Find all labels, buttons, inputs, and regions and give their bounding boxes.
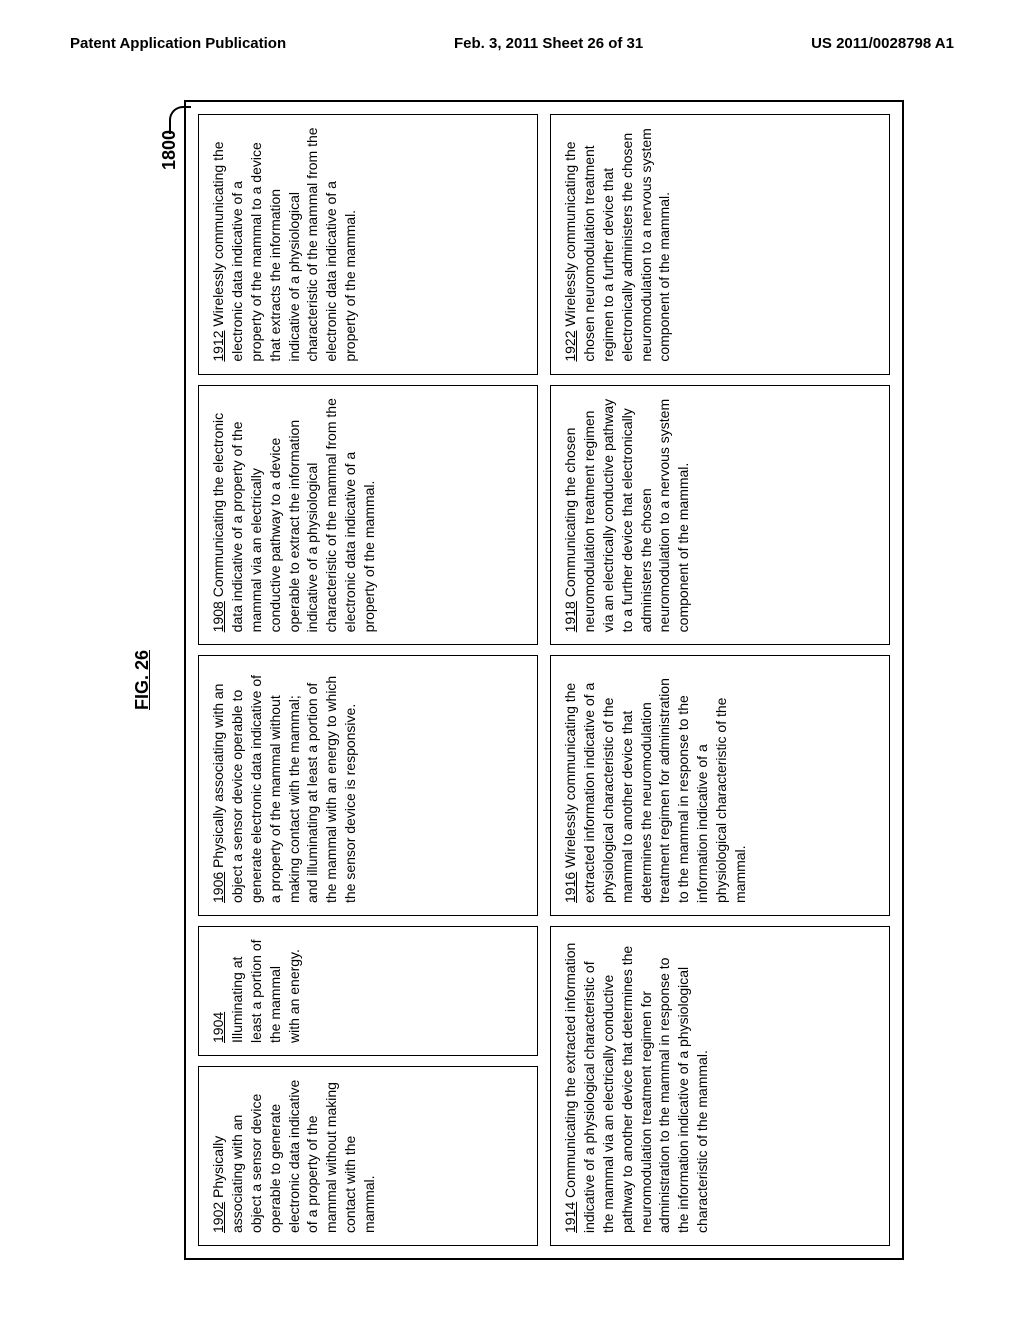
pub-label: Patent Application Publication bbox=[70, 35, 286, 52]
box-1906: 1906 Physically associating with an obje… bbox=[198, 655, 538, 916]
box-1908: 1908 Communicating the electronic data i… bbox=[198, 385, 538, 646]
row-bottom: 1914 Communicating the extracted informa… bbox=[550, 114, 890, 1246]
figure-label: FIG. 26 bbox=[132, 100, 153, 1260]
pub-number: US 2011/0028798 A1 bbox=[811, 35, 954, 52]
box-1922: 1922 Wirelessly communicating the chosen… bbox=[550, 114, 890, 375]
diagram-outer: 1902 Physically associating with an obje… bbox=[184, 100, 904, 1260]
box-1904: 1904Illuminating at least a portion of t… bbox=[198, 926, 538, 1056]
box-1912: 1912 Wirelessly communicating the electr… bbox=[198, 114, 538, 375]
box-1914: 1914 Communicating the extracted informa… bbox=[550, 926, 890, 1246]
box-1916: 1916 Wirelessly communicating the extrac… bbox=[550, 655, 890, 916]
figure-sheet: FIG. 26 1800 1902 Physically associating… bbox=[0, 268, 1024, 1092]
box-1902: 1902 Physically associating with an obje… bbox=[198, 1066, 538, 1246]
figure-ref: 1800 bbox=[159, 100, 180, 1260]
box-1918: 1918 Communicating the chosen neuromodul… bbox=[550, 385, 890, 646]
sheet-label: Feb. 3, 2011 Sheet 26 of 31 bbox=[454, 35, 643, 52]
row-top: 1902 Physically associating with an obje… bbox=[198, 114, 538, 1246]
